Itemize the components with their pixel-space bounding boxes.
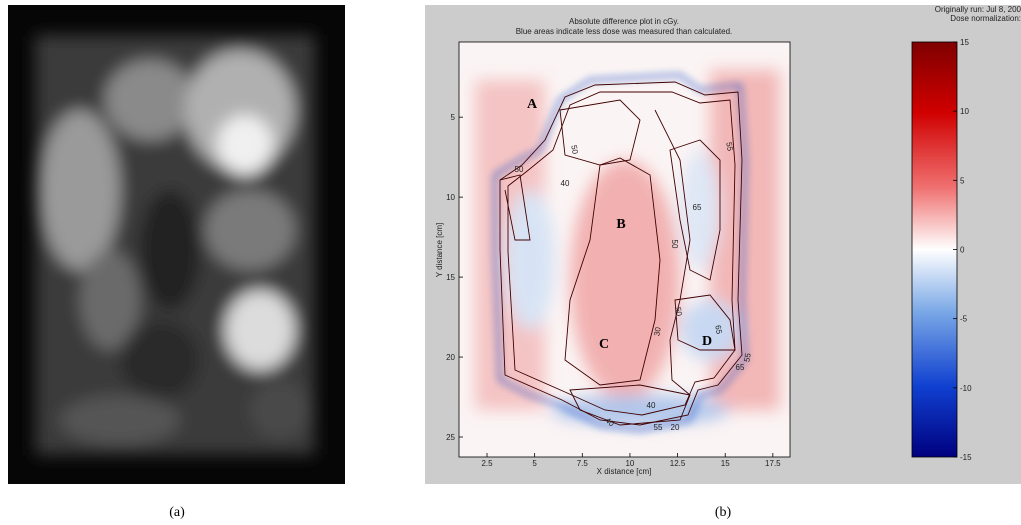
region-label: B <box>616 217 625 232</box>
colorbar-tick-label: 5 <box>960 176 965 185</box>
y-tick-label: 5 <box>451 113 456 122</box>
axes-box <box>458 41 791 458</box>
plot-title: Absolute difference plot in cGy. <box>569 17 679 26</box>
caption: (b) <box>715 505 732 520</box>
contour-label: 65 <box>736 363 745 372</box>
run-info: Dose normalization: <box>950 14 1021 23</box>
contour-label: 40 <box>561 179 570 188</box>
panel-a-image <box>8 5 345 484</box>
y-tick-label: 20 <box>446 353 455 362</box>
x-tick-label: 2.5 <box>481 459 493 468</box>
plot-subtitle: Blue areas indicate less dose was measur… <box>516 27 733 36</box>
x-tick-label: 5 <box>532 459 537 468</box>
x-tick-label: 10 <box>625 459 634 468</box>
colorbar <box>911 41 958 458</box>
contour-label: 55 <box>724 141 735 152</box>
colorbar-tick-label: -15 <box>960 453 972 462</box>
region-label: D <box>702 334 712 349</box>
caption: (a) <box>169 505 185 520</box>
difference-map <box>459 42 790 457</box>
contour-label: 40 <box>647 401 656 410</box>
x-tick-label: 17.5 <box>765 459 781 468</box>
contour-label: 50 <box>569 144 580 155</box>
x-tick-label: 7.5 <box>577 459 589 468</box>
contour-label: 50 <box>515 165 524 174</box>
contour-label: 20 <box>671 423 680 432</box>
y-tick-label: 10 <box>446 193 455 202</box>
colorbar-tick-label: -5 <box>960 315 968 324</box>
contour-label: 55 <box>654 423 663 432</box>
y-axis-label: Y distance [cm] <box>435 223 444 278</box>
contour-label: 65 <box>713 324 724 335</box>
contour-label: 50 <box>670 240 679 249</box>
contour-label: 65 <box>693 203 702 212</box>
region-label: C <box>599 337 609 352</box>
colorbar-tick-label: -10 <box>960 384 972 393</box>
contour-label: 55 <box>742 352 753 363</box>
y-tick-label: 25 <box>446 433 455 442</box>
colorbar-tick-label: 10 <box>960 107 969 116</box>
x-tick-label: 12.5 <box>670 459 686 468</box>
colorbar-tick-label: 0 <box>960 246 965 255</box>
y-tick-label: 15 <box>446 273 455 282</box>
colorbar-tick-label: 15 <box>960 38 969 47</box>
region-label: A <box>527 97 538 112</box>
contour-label: 50 <box>673 306 684 317</box>
run-info: Originally run: Jul 8, 200 <box>935 5 1021 14</box>
x-tick-label: 15 <box>721 459 730 468</box>
contour-label: 30 <box>652 326 663 337</box>
x-axis-label: X distance [cm] <box>597 467 652 476</box>
